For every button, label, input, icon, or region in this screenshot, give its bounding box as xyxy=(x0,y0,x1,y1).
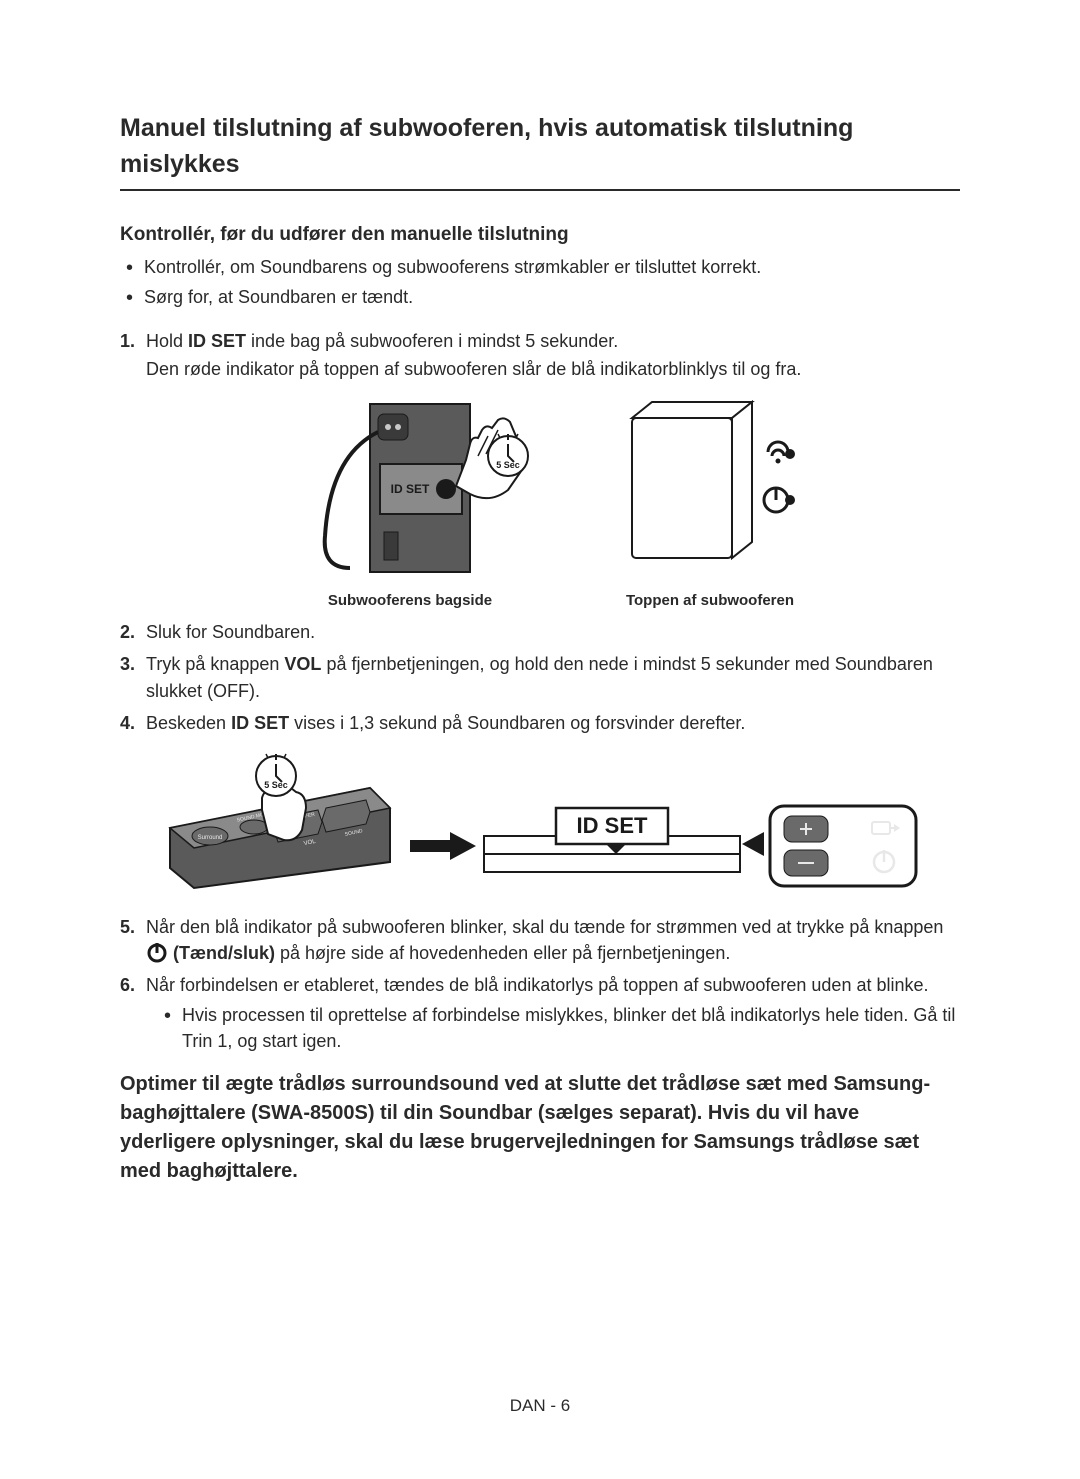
figure-subwoofer-top: Toppen af subwooferen xyxy=(610,396,810,611)
page-footer: DAN - 6 xyxy=(0,1394,1080,1419)
step-5-text-a: Når den blå indikator på subwooferen bli… xyxy=(146,917,943,937)
figure-subwoofer-back: ID SET 5 Sec Subwooferens bagside xyxy=(270,396,550,611)
step-3-vol: VOL xyxy=(284,654,321,674)
figure-row-1: ID SET 5 Sec Subwooferens bagside xyxy=(120,396,960,611)
fig1-5sec-label: 5 Sec xyxy=(496,460,520,470)
check-item-1: Kontrollér, om Soundbarens og subwoofere… xyxy=(144,254,960,280)
fig2-idset-label: ID SET xyxy=(577,813,648,838)
figure-row-2: Surround SOUND MODE WOOFER VOL SOUND 5 S… xyxy=(120,746,960,896)
step-4-text-a: Beskeden xyxy=(146,713,231,733)
step-5-text-b: på højre side af hovedenheden eller på f… xyxy=(275,943,730,963)
step-5-number: 5. xyxy=(120,914,135,940)
step-3: 3. Tryk på knappen VOL på fjernbetjening… xyxy=(146,651,960,703)
step-4-idset: ID SET xyxy=(231,713,289,733)
step-6-text: Når forbindelsen er etableret, tændes de… xyxy=(146,975,929,995)
step-6-sub-item: Hvis processen til oprettelse af forbind… xyxy=(182,1002,960,1054)
step-1-text-a: Hold xyxy=(146,331,188,351)
check-subtitle: Kontrollér, før du udfører den manuelle … xyxy=(120,221,960,249)
figure-caption-right: Toppen af subwooferen xyxy=(610,590,810,612)
fig1-idset-label: ID SET xyxy=(391,482,430,496)
step-2-number: 2. xyxy=(120,619,135,645)
remote-soundbar-svg: Surround SOUND MODE WOOFER VOL SOUND 5 S… xyxy=(160,746,920,896)
subwoofer-back-svg: ID SET 5 Sec xyxy=(270,396,550,576)
page-title: Manuel tilslutning af subwooferen, hvis … xyxy=(120,110,960,191)
step-2-text: Sluk for Soundbaren. xyxy=(146,622,315,642)
power-icon xyxy=(146,941,168,963)
step-4-number: 4. xyxy=(120,710,135,736)
step-4: 4. Beskeden ID SET vises i 1,3 sekund på… xyxy=(146,710,960,736)
step-5-power-label: (Tænd/sluk) xyxy=(168,943,275,963)
steps-list-3: 5. Når den blå indikator på subwooferen … xyxy=(120,914,960,1054)
step-1-number: 1. xyxy=(120,328,135,354)
step-4-text-c: vises i 1,3 sekund på Soundbaren og fors… xyxy=(289,713,745,733)
step-6: 6. Når forbindelsen er etableret, tændes… xyxy=(146,972,960,1054)
step-6-sublist: Hvis processen til oprettelse af forbind… xyxy=(146,1002,960,1054)
subwoofer-top-svg xyxy=(610,396,810,576)
step-1-text-c: inde bag på subwooferen i mindst 5 sekun… xyxy=(246,331,618,351)
step-5: 5. Når den blå indikator på subwooferen … xyxy=(146,914,960,966)
step-1-idset: ID SET xyxy=(188,331,246,351)
optimer-note: Optimer til ægte trådløs surroundsound v… xyxy=(120,1070,960,1186)
steps-list-2: 2. Sluk for Soundbaren. 3. Tryk på knapp… xyxy=(120,619,960,735)
step-1: 1. Hold ID SET inde bag på subwooferen i… xyxy=(146,328,960,382)
figure-caption-left: Subwooferens bagside xyxy=(270,590,550,612)
check-item-2: Sørg for, at Soundbaren er tændt. xyxy=(144,284,960,310)
step-1-text-d: Den røde indikator på toppen af subwoofe… xyxy=(146,356,960,382)
steps-list: 1. Hold ID SET inde bag på subwooferen i… xyxy=(120,328,960,382)
step-3-number: 3. xyxy=(120,651,135,677)
step-2: 2. Sluk for Soundbaren. xyxy=(146,619,960,645)
check-list: Kontrollér, om Soundbarens og subwoofere… xyxy=(120,254,960,310)
fig2-5sec-label: 5 Sec xyxy=(264,780,288,790)
remote-surround-label: Surround xyxy=(198,835,223,841)
step-6-number: 6. xyxy=(120,972,135,998)
step-3-text-a: Tryk på knappen xyxy=(146,654,284,674)
